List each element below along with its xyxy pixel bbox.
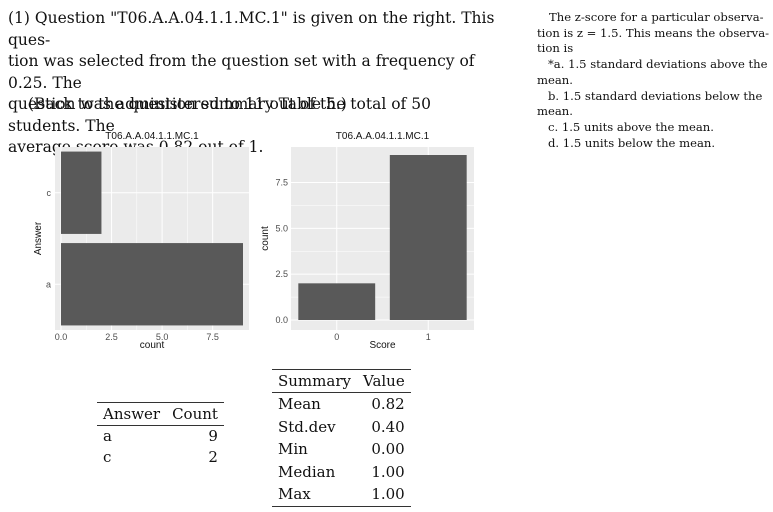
summary-table-header: Value: [356, 369, 411, 393]
tick-label: 2.5: [275, 269, 288, 279]
option-b: b. 1.5 standard deviations below the: [548, 88, 763, 103]
table-row: Mean 0.82: [272, 393, 411, 416]
y-axis-label: count: [260, 226, 271, 251]
tick-label: 2.5: [105, 332, 118, 342]
y-axis-label: Answer: [33, 221, 44, 255]
intro-line: question was administered to 11 out of t…: [8, 95, 431, 135]
bar: [298, 283, 376, 320]
summary-table-header: Summary: [272, 369, 357, 393]
table-cell: 0.82: [371, 395, 405, 413]
table-cell: 0.40: [371, 417, 405, 436]
question-stem-line: tion is: [537, 41, 574, 56]
bar: [61, 243, 243, 326]
option-b-cont: mean.: [537, 104, 573, 119]
table-cell: 2: [208, 448, 218, 466]
table-cell: Max: [272, 483, 357, 507]
answer-count-table: Answer Count a 9 c 2: [97, 402, 224, 468]
chart-title: T06.A.A.04.1.1.MC.1: [105, 131, 199, 142]
table-row: a 9: [97, 426, 224, 448]
option-a: *a. 1.5 standard deviations above the: [548, 57, 768, 72]
table-cell: Median: [278, 462, 336, 481]
intro-line: (1) Question "T06.A.A.04.1.1.MC.1" is gi…: [8, 9, 495, 49]
table-cell: Mean: [278, 395, 321, 413]
x-axis-label: count: [140, 340, 165, 351]
bar: [389, 155, 467, 320]
table-row: Median 1.00: [272, 461, 411, 484]
option-c: c. 1.5 units above the mean.: [548, 119, 714, 134]
table-cell: 0.00: [371, 440, 405, 458]
question-stem-line: tion is z = 1.5. This means the observa-: [537, 25, 770, 40]
table-cell: 1.00: [371, 462, 405, 481]
table-cell: 1.00: [356, 483, 411, 507]
tick-label: a: [46, 279, 51, 289]
tick-label: c: [47, 188, 52, 198]
tick-label: 0.0: [275, 315, 288, 325]
count-table-header: Answer: [97, 402, 167, 426]
table-row: Max 1.00: [272, 483, 411, 507]
table-row: c 2: [97, 447, 224, 468]
table-row: Min 0.00: [272, 438, 411, 461]
tick-label: 5.0: [275, 223, 288, 233]
table-row: Std.dev 0.40: [272, 416, 411, 439]
intro-line: tion was selected from the question set …: [8, 52, 475, 92]
table-cell: 9: [208, 427, 218, 445]
table-cell: a: [103, 427, 112, 445]
tick-label: 7.5: [206, 332, 219, 342]
count-table-header: Count: [166, 402, 224, 426]
score-summary-table: Summary Value Mean 0.82 Std.dev 0.40 Min…: [272, 369, 411, 507]
question-stem-line: The z-score for a particular observa-: [549, 10, 764, 24]
tick-label: 5.0: [156, 332, 169, 342]
tick-label: 0.0: [55, 332, 68, 342]
question-text: The z-score for a particular observa- ti…: [537, 10, 769, 151]
tick-label: 1: [426, 332, 431, 342]
table-cell: c: [103, 448, 112, 466]
chart-title: T06.A.A.04.1.1.MC.1: [336, 131, 430, 142]
x-axis-label: Score: [369, 340, 396, 351]
tick-label: 0: [334, 332, 339, 342]
option-a-cont: mean.: [537, 72, 573, 87]
back-to-summary-link[interactable]: (Back to the question summary Table 5.): [28, 95, 347, 113]
option-d: d. 1.5 units below the mean.: [548, 135, 716, 150]
table-cell: Std.dev: [278, 417, 336, 436]
tick-label: 7.5: [275, 178, 288, 188]
table-cell: Min: [278, 440, 308, 458]
bar: [61, 151, 102, 234]
